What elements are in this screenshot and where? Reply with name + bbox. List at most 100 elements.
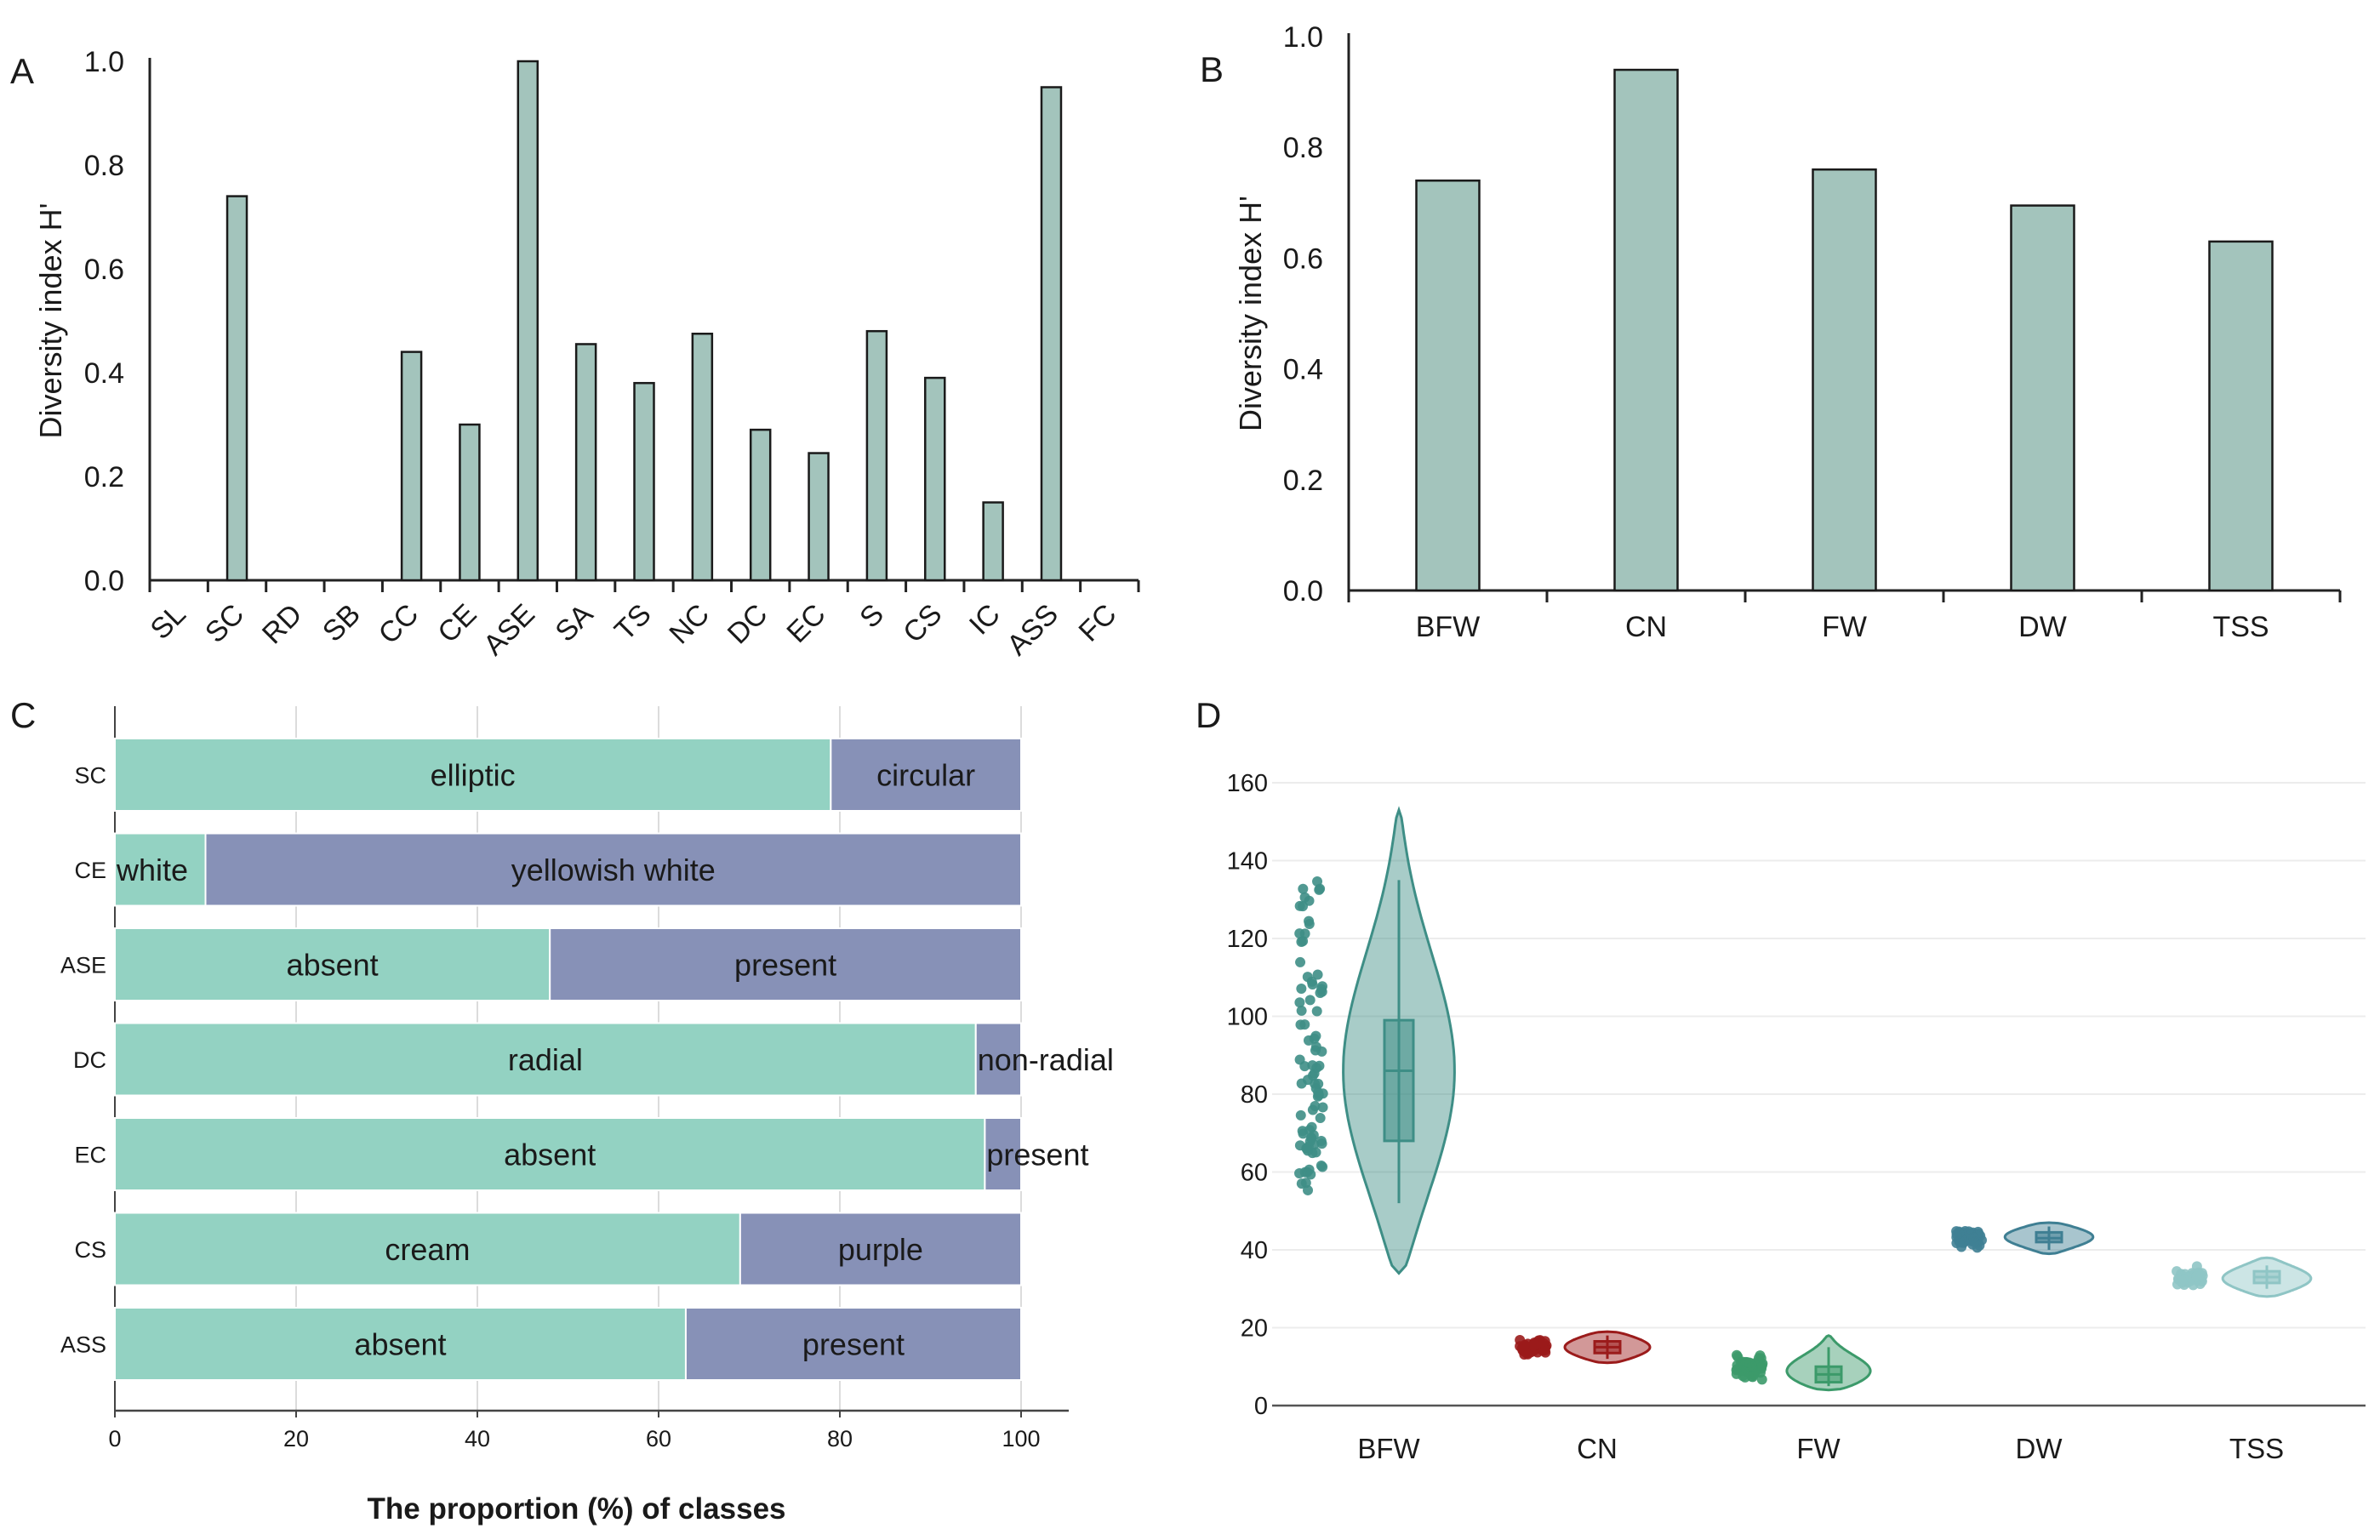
a-x-tick-label: EC (780, 598, 831, 649)
panel-c: 0 20 40 60 80 100 SC elliptic circular CE white yel… (60, 706, 1114, 1526)
c-segment-label: present (986, 1138, 1088, 1172)
c-y-tick-label: EC (74, 1143, 106, 1168)
b-bar-cn (1613, 68, 1679, 592)
panel-label-c: C (10, 695, 36, 735)
a-bar-nc (691, 333, 714, 582)
a-bar-ts (633, 381, 655, 582)
d-box-bfw (1383, 1018, 1415, 1143)
a-y-tick-label: 0.0 (84, 565, 124, 597)
d-x-tick-label: DW (2016, 1433, 2063, 1464)
c-x-axis-label: The proportion (%) of classes (368, 1492, 786, 1526)
a-bar-ic (982, 501, 1004, 582)
c-segment-label: absent (504, 1138, 596, 1172)
a-bar-cc (400, 351, 423, 582)
a-x-tick-label: IC (963, 598, 1007, 642)
c-segment-ec-2 (984, 1117, 1023, 1191)
a-bar-ce (459, 423, 481, 582)
panel-label-d: D (1196, 695, 1221, 735)
a-x-tick-label: CC (373, 598, 425, 651)
d-point-cn (1522, 1349, 1533, 1360)
c-segment-sc-1 (114, 738, 832, 812)
b-bar-fw (1812, 168, 1877, 592)
d-point-bfw (1296, 984, 1307, 995)
a-y-axis-label: Diversity index H' (33, 203, 68, 439)
d-point-dw (1951, 1229, 1962, 1240)
d-point-bfw (1295, 956, 1306, 967)
b-y-tick-label: 0.8 (1283, 132, 1323, 164)
d-point-bfw (1316, 1136, 1327, 1147)
a-bar-cs (924, 376, 946, 582)
c-segment-dc-1 (114, 1022, 977, 1097)
c-segment-label: purple (838, 1232, 923, 1267)
panel-label-a: A (10, 51, 34, 91)
a-bar-sc (225, 195, 248, 582)
d-point-bfw (1312, 969, 1323, 980)
d-x-tick-label: BFW (1357, 1433, 1420, 1464)
d-point-bfw (1310, 1147, 1321, 1158)
d-point-bfw (1301, 1143, 1312, 1154)
c-segment-label: present (734, 948, 836, 983)
b-x-tick-label: DW (2018, 611, 2067, 643)
c-segment-label: radial (508, 1042, 583, 1077)
a-x-tick-label: FC (1073, 598, 1123, 648)
d-point-dw (1968, 1232, 1979, 1243)
a-y-tick-label: 0.4 (84, 357, 124, 390)
c-segment-dc-2 (974, 1022, 1022, 1097)
d-point-cn (1519, 1339, 1530, 1350)
a-bar-sa (574, 343, 597, 582)
b-bar-bfw (1415, 180, 1481, 592)
c-segment-ec-1 (114, 1117, 986, 1191)
a-x-tick-label: RD (256, 598, 309, 651)
d-y-tick-label: 80 (1241, 1081, 1268, 1109)
a-x-tick-label: DC (722, 598, 774, 651)
c-x-tick-label: 20 (283, 1426, 309, 1452)
a-y-tick-label: 1.0 (84, 46, 124, 78)
d-y-tick-label: 20 (1241, 1315, 1268, 1343)
c-segment-label: yellowish white (511, 853, 716, 887)
d-point-bfw (1294, 900, 1305, 911)
c-y-tick-label: ASS (60, 1332, 106, 1358)
a-x-tick-label: CS (897, 598, 948, 649)
c-segment-ass-1 (114, 1307, 687, 1381)
d-point-bfw (1313, 1087, 1324, 1098)
d-point-bfw (1296, 1005, 1307, 1016)
a-y-tick-label: 0.8 (84, 150, 124, 182)
a-x-tick-label: ASE (477, 598, 541, 662)
d-y-tick-label: 40 (1241, 1237, 1268, 1264)
d-x-tick-label: FW (1796, 1433, 1841, 1464)
d-point-bfw (1307, 1104, 1318, 1115)
c-segment-label: circular (876, 758, 975, 793)
c-segment-label: present (802, 1327, 905, 1362)
d-point-tss (2172, 1266, 2183, 1277)
d-point-bfw (1304, 915, 1315, 927)
c-segment-ass-2 (684, 1307, 1022, 1381)
d-point-bfw (1299, 1061, 1310, 1072)
c-y-tick-label: SC (74, 763, 106, 789)
c-y-tick-label: CS (74, 1237, 106, 1263)
c-y-tick-label: ASE (60, 953, 106, 978)
c-segment-ce-1 (114, 832, 207, 907)
d-point-bfw (1304, 995, 1316, 1006)
d-point-bfw (1306, 976, 1317, 987)
c-segment-ase-2 (549, 927, 1022, 1001)
d-point-bfw (1317, 1102, 1328, 1113)
d-y-tick-label: 140 (1227, 848, 1268, 876)
d-point-tss (2191, 1271, 2202, 1282)
b-y-tick-label: 0.2 (1283, 465, 1323, 497)
d-point-tss (2177, 1275, 2188, 1286)
a-x-tick-label: SA (549, 598, 599, 648)
panel-b: 0.0 0.2 0.4 0.6 0.8 1.0 BFW CN FW DW TSS Diversity … (1233, 21, 2342, 643)
c-segment-ce-2 (204, 832, 1022, 907)
d-point-bfw (1310, 1030, 1321, 1041)
c-segment-sc-2 (830, 738, 1022, 812)
d-point-bfw (1296, 936, 1307, 947)
d-point-fw (1753, 1353, 1764, 1364)
c-segment-ase-1 (114, 927, 551, 1001)
c-segment-label: white (116, 853, 188, 887)
d-y-tick-label: 60 (1241, 1160, 1268, 1187)
d-point-fw (1742, 1357, 1753, 1368)
d-point-bfw (1294, 997, 1305, 1008)
a-x-tick-label: SL (145, 598, 192, 646)
c-segment-cs-1 (114, 1212, 741, 1286)
c-segment-label: cream (385, 1232, 470, 1267)
